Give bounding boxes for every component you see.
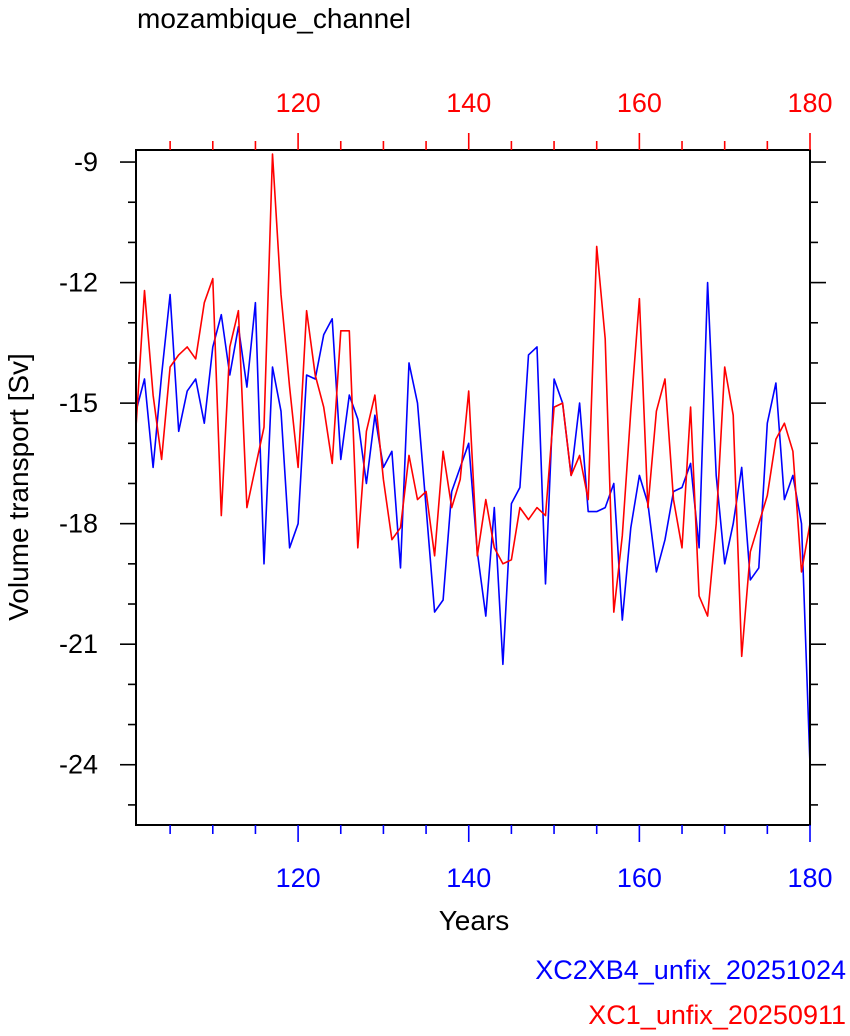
y-tick-label: -21: [59, 629, 98, 659]
x-top-tick-label: 120: [276, 88, 321, 118]
x-bottom-tick-label: 120: [276, 863, 321, 893]
y-tick-label: -9: [74, 147, 98, 177]
y-tick-label: -18: [59, 509, 98, 539]
y-tick-label: -24: [59, 750, 98, 780]
x-bottom-tick-label: 160: [617, 863, 662, 893]
x-top-tick-label: 140: [446, 88, 491, 118]
y-axis-label: Volume transport [Sv]: [3, 353, 34, 621]
x-bottom-tick-label: 180: [787, 863, 832, 893]
y-tick-label: -12: [59, 268, 98, 298]
series-line-1: [135, 281, 811, 765]
x-top-tick-label: 160: [617, 88, 662, 118]
chart-title: mozambique_channel: [137, 3, 411, 34]
x-axis-label: Years: [439, 905, 510, 936]
legend-entry-series-2: XC1_unfix_20250911: [588, 1000, 846, 1030]
x-top-tick-label: 180: [787, 88, 832, 118]
x-bottom-tick-label: 140: [446, 863, 491, 893]
series-line-2: [135, 153, 811, 658]
y-tick-label: -15: [59, 388, 98, 418]
plot-frame: [135, 149, 811, 826]
legend-entry-series-1: XC2XB4_unfix_20251024: [535, 955, 846, 985]
plot-area: -9 -12 -15 -18 -21 -24 120 140 160 180 120 140 160 18…: [59, 88, 833, 893]
